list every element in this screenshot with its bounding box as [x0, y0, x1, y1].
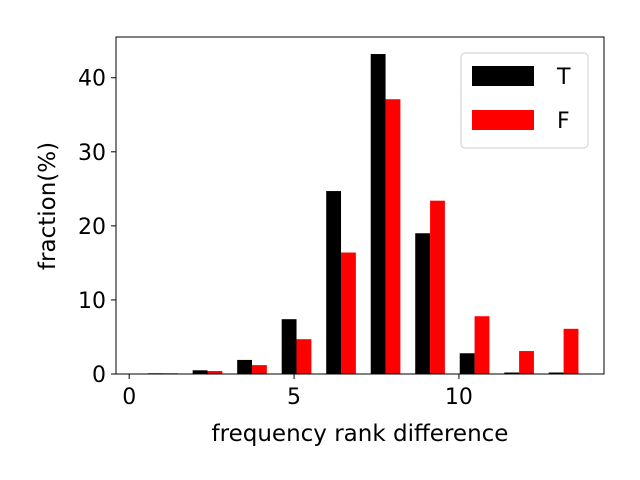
- legend-label-f: F: [557, 109, 570, 134]
- bar-f-1: [207, 371, 223, 374]
- bar-t-2: [237, 359, 253, 374]
- bar-f-3: [296, 339, 312, 374]
- y-tick-label-2: 20: [78, 215, 106, 240]
- bar-f-6: [430, 200, 445, 374]
- bar-t-6: [415, 233, 431, 374]
- y-axis-label: fraction(%): [35, 142, 61, 270]
- bar-t-5: [370, 54, 386, 374]
- y-tick-label-0: 0: [92, 363, 106, 388]
- legend-swatch-t: [472, 66, 534, 86]
- bar-t-1: [192, 370, 208, 374]
- plot-frame: [115, 36, 605, 375]
- bar-t-8: [504, 372, 520, 374]
- y-tick-label-4: 40: [78, 67, 106, 92]
- y-tick-label-1: 10: [78, 289, 106, 314]
- bar-t-3: [281, 319, 297, 374]
- legend: T F: [460, 52, 589, 149]
- bar-f-4: [341, 252, 356, 374]
- bar-t-7: [459, 353, 475, 374]
- bar-f-2: [252, 365, 267, 374]
- ticks-layer: 0 5 10 0 10 20 30 40: [78, 67, 473, 410]
- bar-t-4: [326, 191, 342, 374]
- x-tick-label-0: 0: [122, 385, 136, 410]
- bar-t-9: [548, 372, 564, 374]
- legend-label-t: T: [556, 65, 571, 90]
- bar-f-9: [563, 328, 579, 374]
- legend-swatch-f: [472, 110, 534, 130]
- bar-f-8: [519, 351, 534, 374]
- x-tick-label-1: 5: [287, 385, 301, 410]
- bars-layer: [148, 54, 579, 374]
- bar-f-7: [474, 316, 490, 374]
- x-axis-label: frequency rank difference: [212, 421, 509, 447]
- bar-f-5: [385, 99, 401, 374]
- x-tick-label-2: 10: [445, 385, 473, 410]
- y-tick-label-3: 30: [78, 141, 106, 166]
